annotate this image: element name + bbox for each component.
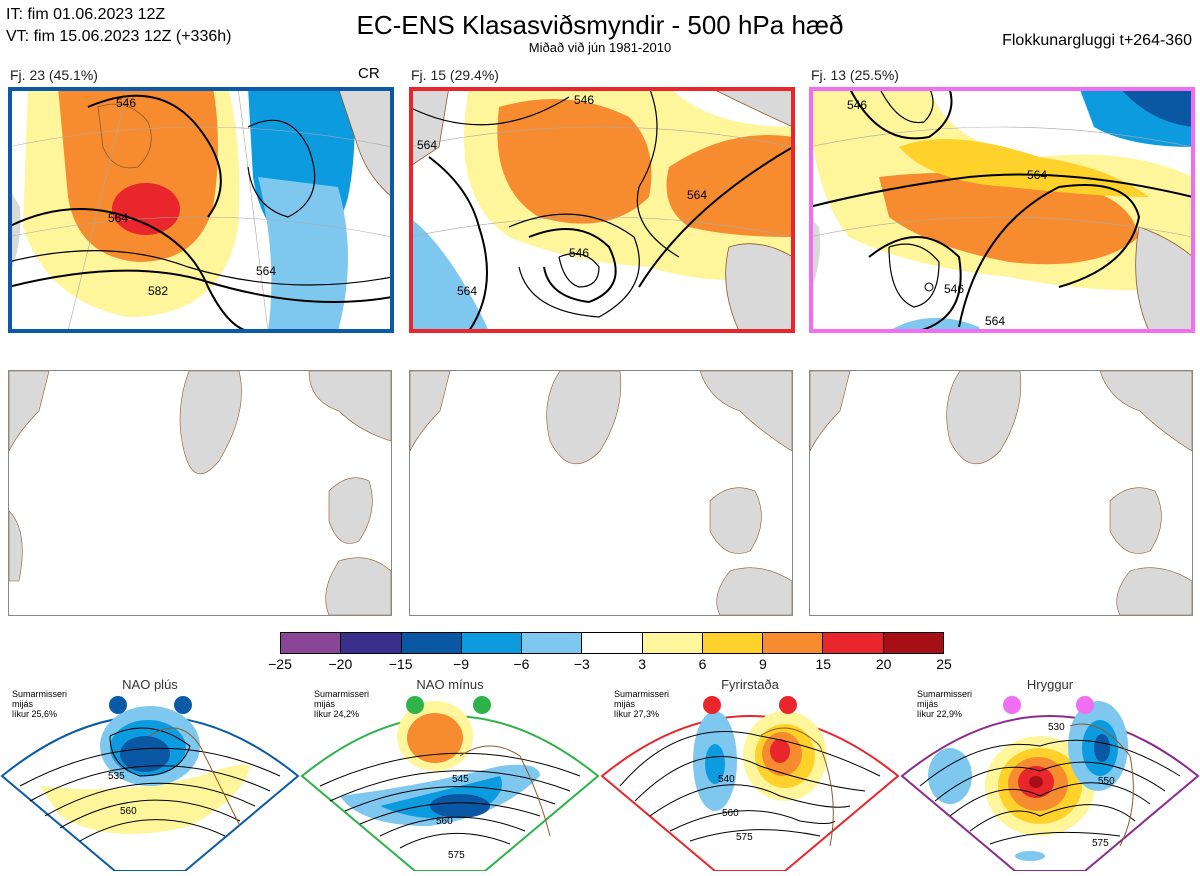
cluster-2-contour-546-b: 546 [569, 246, 589, 260]
cluster-3-contour-546-b: 546 [944, 282, 964, 296]
colorbar-segment [882, 633, 943, 653]
page-subtitle: Miðað við jún 1981-2010 [528, 40, 672, 55]
colorbar-tick-label: −25 [268, 656, 292, 672]
cluster-2-map: 546 564 564 546 564 [409, 87, 793, 331]
cluster-3-frame [809, 87, 1195, 333]
colorbar-segment [400, 633, 461, 653]
cluster-3-contour-546-a: 546 [847, 98, 867, 112]
cluster-2-contour-564-c: 564 [457, 284, 477, 298]
colorbar-segment [641, 633, 702, 653]
cluster-1-contour-546: 546 [116, 96, 136, 110]
regime-4-contour-a: 530 [1048, 722, 1065, 733]
cluster-3-label: Fj. 13 (25.5%) [811, 67, 899, 83]
cluster-3-contour-564-b: 564 [985, 314, 1005, 328]
regime-blocking [600, 696, 900, 872]
cluster-1-frame [8, 87, 394, 333]
regime-2-note: Sumarmisseri mijás líkur 24,2% [314, 689, 370, 719]
empty-map-2 [409, 370, 793, 616]
colorbar [280, 632, 944, 654]
regime-4-contour-b: 550 [1098, 776, 1115, 787]
regime-3-name: Fyrirstaða [721, 677, 779, 692]
colorbar-tick-label: −15 [388, 656, 413, 672]
cluster-3-contour-564-a: 564 [1027, 168, 1047, 182]
regime-4-contour-c: 575 [1092, 838, 1109, 849]
cluster-1-contour-564-a: 564 [108, 211, 128, 225]
colorbar-tick-label: 6 [698, 656, 707, 672]
cluster-1-contour-582: 582 [148, 284, 168, 298]
colorbar-segment [521, 633, 582, 653]
classification-window: Flokkunargluggi t+264-360 [1002, 32, 1192, 49]
regime-3-contour-a: 540 [718, 774, 735, 785]
colorbar-segment [340, 633, 401, 653]
colorbar-tick-label: 25 [936, 656, 952, 672]
cluster-1-contour-564-b: 564 [256, 264, 276, 278]
regime-2-contour-c: 575 [448, 850, 465, 861]
empty-map-1 [8, 370, 392, 616]
valid-time: VT: fim 15.06.2023 12Z (+336h) [6, 28, 232, 45]
colorbar-segment [762, 633, 823, 653]
cluster-2-frame [409, 87, 795, 333]
regime-1-name: NAO plús [122, 677, 178, 692]
colorbar-segment [701, 633, 763, 653]
cluster-1-label: Fj. 23 (45.1%) [10, 67, 98, 83]
colorbar-segment [460, 633, 522, 653]
cluster-2-label: Fj. 15 (29.4%) [411, 67, 499, 83]
regime-3-note: Sumarmisseri mijás líkur 27,3% [614, 689, 670, 719]
header-info: IT: fim 01.06.2023 12Z VT: fim 15.06.202… [6, 4, 231, 48]
cluster-1-tag: CR [358, 65, 380, 82]
cluster-2-contour-546-a: 546 [574, 93, 594, 107]
regime-2-name: NAO mínus [416, 677, 484, 692]
colorbar-tick-label: −9 [453, 656, 470, 672]
regime-2-contour-a: 545 [452, 774, 469, 785]
regime-4-name: Hryggur [1026, 677, 1074, 692]
colorbar-tick-label: 3 [638, 656, 647, 672]
colorbar-segment [822, 633, 883, 653]
regime-3-contour-c: 575 [736, 832, 753, 843]
regime-4-note: Sumarmisseri mijás líkur 22,9% [917, 689, 973, 719]
colorbar-tick-label: −20 [328, 656, 353, 672]
regime-ridge [900, 696, 1200, 872]
regime-1-note: Sumarmisseri mijás líkur 25,6% [12, 689, 68, 719]
regime-2-contour-b: 560 [436, 816, 453, 827]
regime-1-contour-b: 560 [120, 806, 137, 817]
cluster-2-contour-564-b: 564 [687, 188, 707, 202]
regime-1-contour-a: 535 [108, 771, 125, 782]
cluster-3-map: 546 564 564 546 [809, 87, 1193, 331]
empty-map-3 [809, 370, 1193, 616]
colorbar-tick-label: −3 [573, 656, 590, 672]
colorbar-tick-label: −6 [513, 656, 530, 672]
colorbar-segment [281, 633, 341, 653]
cluster-1-map: 546 564 564 582 [8, 87, 392, 331]
colorbar-segment [581, 633, 642, 653]
colorbar-tick-label: 20 [875, 656, 892, 672]
cluster-2-contour-564-a: 564 [417, 138, 437, 152]
regime-3-contour-b: 560 [722, 808, 739, 819]
page-title: EC-ENS Klasasviðsmyndir - 500 hPa hæð [356, 10, 844, 40]
colorbar-tick-label: 9 [759, 656, 767, 672]
colorbar-tick-label: 15 [815, 656, 832, 672]
regime-nao-minus [300, 696, 600, 872]
regime-row: 535 560 545 560 575 540 560 575 530 550 … [0, 676, 1200, 872]
regime-nao-plus [0, 696, 300, 872]
initial-time: IT: fim 01.06.2023 12Z [6, 6, 166, 23]
